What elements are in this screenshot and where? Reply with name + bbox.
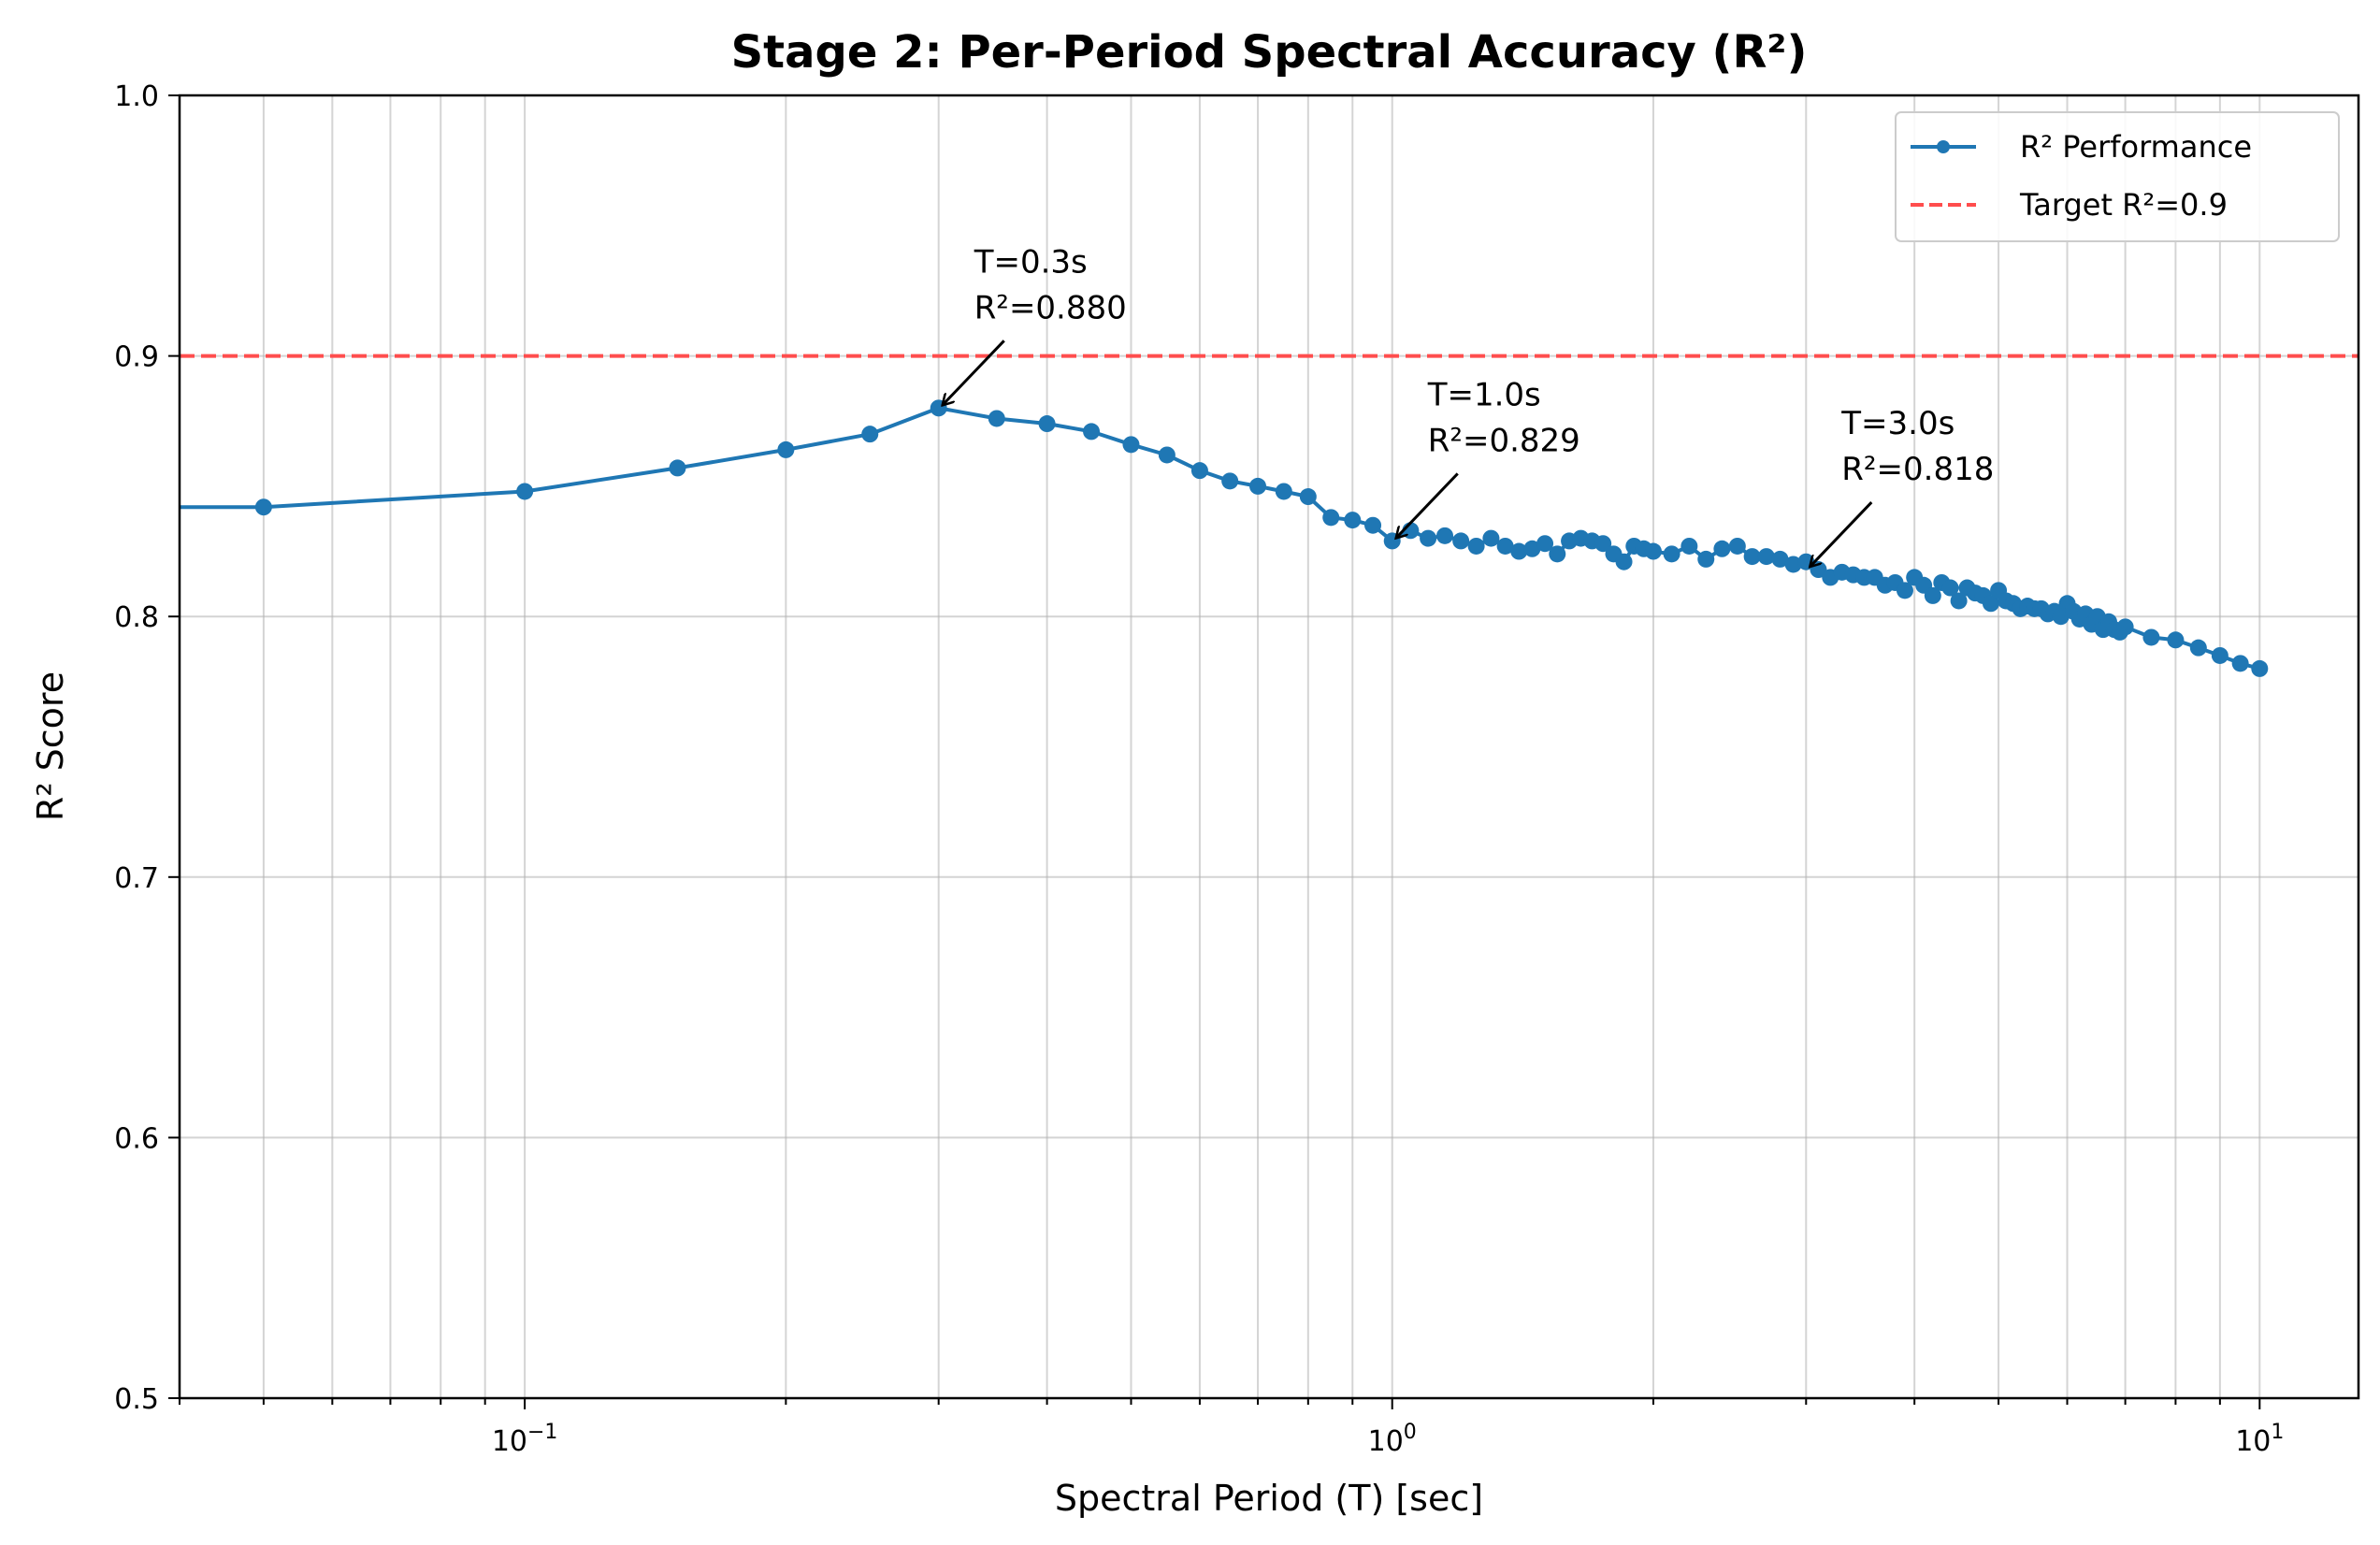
performance-point [1950, 592, 1968, 610]
annotation-arrow [1396, 472, 1459, 538]
y-tick-label: 0.5 [114, 1383, 159, 1416]
legend: R² Performance Target R²=0.9 [1895, 111, 2340, 242]
performance-point [1757, 548, 1775, 566]
annotation-label: T=0.3s R²=0.880 [974, 243, 1127, 326]
annotations: T=0.3s R²=0.880 T=1.0s R²=0.829 T=3.0s R²=0.8… [943, 243, 1994, 567]
performance-point [1924, 586, 1941, 604]
annotation-arrow [943, 339, 1005, 405]
plot-frame [178, 94, 2360, 1400]
performance-point [1275, 483, 1292, 500]
annotation-arrow [1810, 501, 1873, 567]
axis-ticks: 0.5 0.6 0.7 0.8 0.9 1.0 10−1 100 101 [114, 80, 2284, 1458]
grid-lines [179, 95, 2358, 1398]
performance-point [1083, 423, 1101, 440]
y-axis-label: R² Score [30, 671, 71, 821]
series-layer [180, 399, 2269, 677]
performance-point [1771, 550, 1789, 568]
performance-point [1896, 582, 1913, 599]
legend-label-target: Target R²=0.9 [2019, 187, 2228, 223]
performance-point [1496, 537, 1514, 555]
performance-point [1299, 488, 1317, 506]
performance-point [1364, 516, 1382, 534]
performance-point [1982, 595, 1999, 613]
performance-point [1697, 550, 1715, 568]
x-axis-label: Spectral Period (T) [sec] [1055, 1478, 1483, 1519]
performance-point [1344, 512, 1362, 529]
y-tick-label: 0.8 [114, 601, 159, 634]
performance-point [1784, 556, 1802, 573]
performance-point [1420, 529, 1437, 547]
performance-point [1743, 548, 1761, 566]
performance-point [1436, 527, 1454, 544]
performance-point [1713, 540, 1731, 557]
performance-point [669, 459, 686, 477]
performance-point [516, 483, 534, 500]
performance-point [1941, 579, 1959, 597]
x-tick-label: 100 [1368, 1421, 1417, 1458]
x-tick-label: 10−1 [492, 1421, 558, 1458]
performance-point [1594, 535, 1612, 553]
performance-point [2231, 655, 2249, 672]
performance-point [1158, 446, 1176, 464]
performance-point [1644, 542, 1662, 560]
y-tick-label: 0.7 [114, 862, 159, 895]
performance-point [777, 440, 795, 458]
performance-point [1249, 477, 1267, 495]
performance-point [1482, 529, 1500, 547]
performance-point [1680, 537, 1698, 555]
performance-point [1510, 542, 1528, 560]
performance-point [2251, 659, 2269, 677]
performance-point [861, 426, 879, 443]
y-tick-label: 1.0 [114, 80, 159, 113]
performance-point [1038, 415, 1056, 433]
x-tick-label: 101 [2235, 1421, 2284, 1458]
performance-point [1663, 545, 1680, 563]
legend-label-performance: R² Performance [2020, 129, 2252, 165]
legend-box [1895, 111, 2340, 242]
performance-point [2211, 646, 2229, 664]
performance-point [1467, 537, 1485, 555]
performance-point [1122, 436, 1140, 454]
performance-point [1536, 535, 1554, 553]
performance-point [1523, 540, 1541, 557]
annotation-label: T=3.0s R²=0.818 [1840, 405, 1994, 488]
performance-point [2167, 631, 2185, 649]
performance-point [2189, 639, 2207, 657]
y-tick-label: 0.6 [114, 1122, 159, 1155]
performance-point [988, 410, 1005, 427]
performance-point [1615, 553, 1633, 570]
y-tick-label: 0.9 [114, 341, 159, 374]
performance-point [1549, 545, 1566, 563]
chart-title: Stage 2: Per-Period Spectral Accuracy (R… [731, 26, 1808, 79]
performance-point [1452, 532, 1470, 550]
performance-point [1322, 509, 1340, 527]
performance-point [2116, 618, 2134, 636]
performance-point [1190, 462, 1208, 480]
performance-point [1221, 472, 1239, 490]
annotation-label: T=1.0s R²=0.829 [1427, 376, 1580, 459]
performance-point [1728, 537, 1746, 555]
performance-point [2142, 628, 2160, 646]
legend-marker-performance [1937, 140, 1950, 153]
performance-point [254, 498, 272, 516]
